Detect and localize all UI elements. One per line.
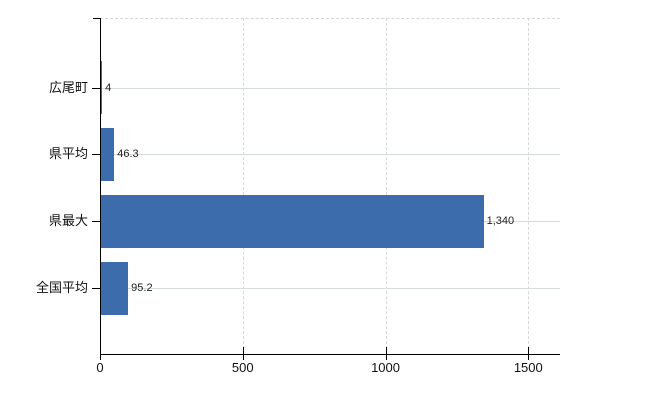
bar bbox=[101, 194, 484, 248]
x-tick-label: 500 bbox=[231, 360, 254, 375]
plot-top-border bbox=[100, 18, 560, 19]
category-label: 県最大 bbox=[48, 213, 88, 229]
category-label: 全国平均 bbox=[35, 280, 88, 296]
x-tick-label: 0 bbox=[96, 360, 104, 375]
category-label: 県平均 bbox=[48, 146, 88, 162]
x-tick bbox=[385, 347, 387, 360]
category-gridline bbox=[100, 87, 560, 89]
value-label: 4 bbox=[105, 81, 112, 94]
value-label: 95.2 bbox=[131, 282, 153, 295]
x-gridline bbox=[385, 18, 387, 354]
category-label: 広尾町 bbox=[48, 79, 88, 95]
y-axis-top-tick bbox=[93, 18, 100, 19]
plot-area bbox=[100, 18, 560, 354]
category-tick bbox=[92, 154, 100, 156]
x-tick-label: 1000 bbox=[371, 360, 400, 375]
x-gridline bbox=[242, 18, 244, 354]
category-gridline bbox=[100, 288, 560, 290]
bar bbox=[101, 61, 103, 114]
category-tick bbox=[92, 221, 100, 223]
x-axis-line bbox=[100, 354, 560, 355]
x-tick-label: 1500 bbox=[513, 360, 543, 375]
value-label: 46.3 bbox=[117, 148, 139, 161]
category-gridline bbox=[100, 154, 560, 156]
category-tick bbox=[92, 87, 100, 89]
x-gridline bbox=[528, 18, 530, 354]
bar bbox=[101, 261, 129, 315]
y-axis-line bbox=[100, 18, 101, 354]
bar bbox=[101, 127, 115, 181]
x-tick bbox=[100, 347, 101, 360]
x-tick bbox=[528, 347, 530, 360]
category-tick bbox=[92, 288, 100, 290]
value-label: 1,340 bbox=[486, 215, 515, 228]
x-tick bbox=[242, 347, 244, 360]
